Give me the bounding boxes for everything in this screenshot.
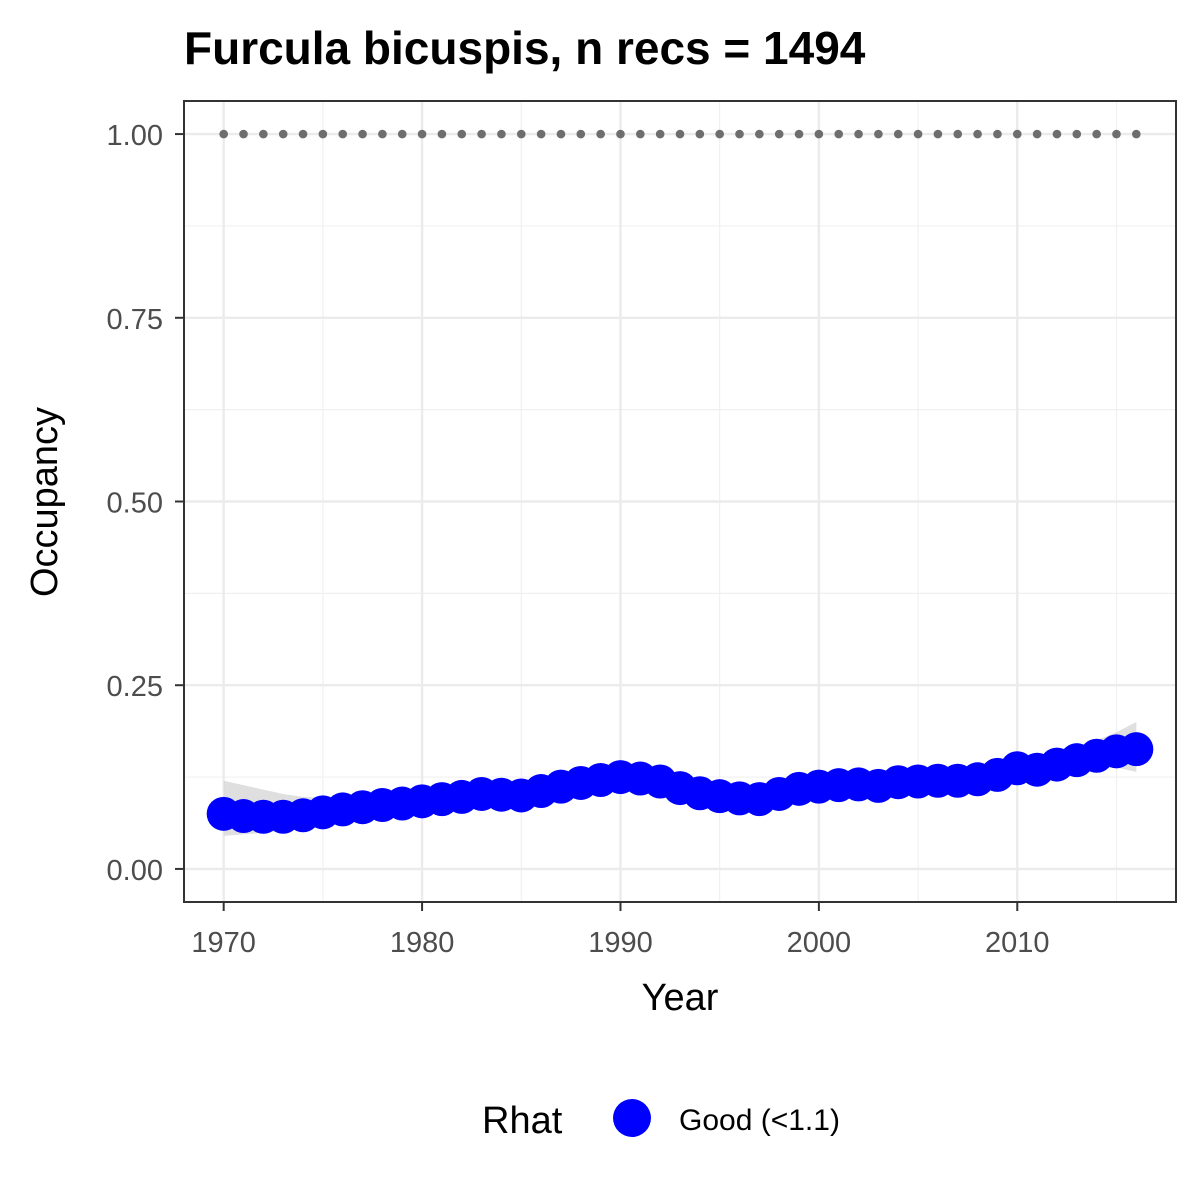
reference-dot bbox=[1032, 129, 1042, 139]
x-tick-label: 2000 bbox=[787, 927, 852, 959]
legend-title: Rhat bbox=[482, 1100, 563, 1142]
reference-dot bbox=[874, 129, 883, 139]
reference-dot bbox=[953, 129, 963, 139]
legend-label-good: Good (<1.1) bbox=[679, 1104, 840, 1137]
reference-dot bbox=[1012, 129, 1022, 139]
reference-dot bbox=[616, 129, 625, 139]
reference-dot bbox=[993, 129, 1002, 139]
reference-dot bbox=[1112, 129, 1121, 139]
reference-dot bbox=[854, 129, 863, 139]
x-tick-label: 1990 bbox=[588, 927, 653, 959]
reference-dot bbox=[1092, 129, 1101, 139]
reference-dot bbox=[378, 129, 387, 139]
reference-dot bbox=[556, 129, 566, 139]
reference-dot bbox=[298, 129, 308, 139]
reference-dot bbox=[239, 129, 248, 139]
reference-dot bbox=[933, 129, 943, 139]
y-tick-label: 0.00 bbox=[107, 855, 163, 887]
reference-dot bbox=[358, 129, 367, 139]
reference-dot bbox=[1072, 129, 1082, 139]
x-tick-label: 1980 bbox=[390, 927, 455, 959]
reference-dot bbox=[437, 129, 447, 139]
reference-dot bbox=[774, 129, 784, 139]
y-axis-title: Occupancy bbox=[24, 407, 66, 597]
reference-dot bbox=[735, 129, 744, 139]
y-tick-label: 1.00 bbox=[107, 120, 163, 152]
legend-key-good bbox=[613, 1099, 651, 1137]
legend: Rhat Good (<1.1) bbox=[482, 1099, 840, 1142]
reference-dot bbox=[1132, 129, 1141, 139]
reference-dot bbox=[1052, 129, 1062, 139]
reference-dot bbox=[695, 129, 705, 139]
occupancy-point bbox=[1119, 732, 1154, 767]
reference-dot bbox=[834, 129, 844, 139]
reference-dot bbox=[219, 129, 228, 139]
series-layer bbox=[206, 129, 1154, 834]
x-tick-label: 2010 bbox=[985, 927, 1050, 959]
grid-lines bbox=[184, 101, 1176, 902]
axis-ticks: 1970 1980 1990 2000 2010 0.00 0.25 0.50 0.75 1.00 bbox=[107, 120, 1050, 959]
reference-dot bbox=[973, 129, 982, 139]
reference-dot bbox=[596, 129, 605, 139]
reference-dot bbox=[457, 129, 467, 139]
reference-dot bbox=[576, 129, 586, 139]
reference-dot bbox=[794, 129, 804, 139]
chart-title: Furcula bicuspis, n recs = 1494 bbox=[184, 22, 866, 74]
y-tick-label: 0.25 bbox=[107, 671, 163, 703]
x-tick-label: 1970 bbox=[191, 927, 256, 959]
reference-dot bbox=[516, 129, 526, 139]
reference-dot bbox=[278, 129, 288, 139]
reference-dot bbox=[497, 129, 506, 139]
reference-dot bbox=[536, 129, 546, 139]
reference-dot bbox=[259, 129, 268, 139]
reference-dot bbox=[417, 129, 427, 139]
reference-dot bbox=[814, 129, 824, 139]
reference-dot bbox=[397, 129, 407, 139]
reference-dot bbox=[338, 129, 348, 139]
reference-dot bbox=[477, 129, 486, 139]
reference-dot bbox=[675, 129, 685, 139]
reference-dot bbox=[318, 129, 328, 139]
reference-dot bbox=[893, 129, 903, 139]
reference-dot bbox=[636, 129, 645, 139]
reference-dot bbox=[755, 129, 764, 139]
reference-dot bbox=[913, 129, 923, 139]
x-axis-title: Year bbox=[642, 977, 719, 1019]
y-tick-label: 0.50 bbox=[107, 488, 163, 520]
y-tick-label: 0.75 bbox=[107, 304, 163, 336]
reference-dot bbox=[655, 129, 665, 139]
reference-dot bbox=[715, 129, 724, 139]
